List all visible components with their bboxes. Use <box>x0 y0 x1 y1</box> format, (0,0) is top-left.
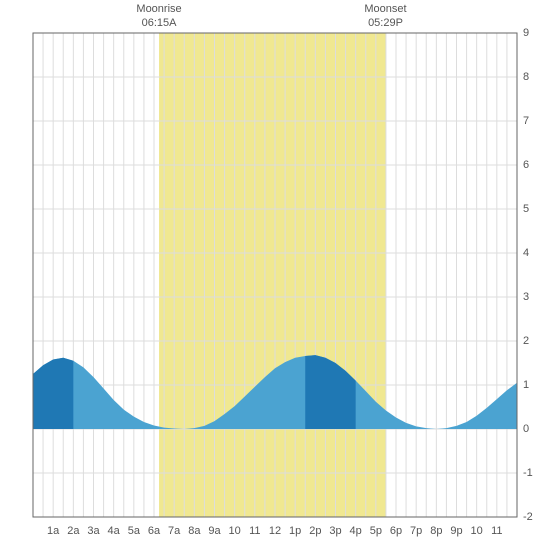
x-tick: 4p <box>350 525 362 537</box>
y-tick: 0 <box>523 423 550 435</box>
x-tick: 1a <box>47 525 59 537</box>
x-tick: 5a <box>128 525 140 537</box>
moonrise-time: 06:15A <box>142 17 177 29</box>
y-tick: -1 <box>523 467 550 479</box>
moonset-label: Moonset 05:29P <box>341 2 431 31</box>
y-tick: -2 <box>523 511 550 523</box>
moonset-time: 05:29P <box>368 17 403 29</box>
tide-chart <box>0 0 550 550</box>
x-tick: 7p <box>410 525 422 537</box>
y-tick: 7 <box>523 115 550 127</box>
y-tick: 5 <box>523 203 550 215</box>
x-tick: 3p <box>329 525 341 537</box>
x-tick: 12 <box>269 525 281 537</box>
moonset-title: Moonset <box>364 3 406 15</box>
y-tick: 4 <box>523 247 550 259</box>
x-tick: 7a <box>168 525 180 537</box>
moonrise-title: Moonrise <box>136 3 181 15</box>
x-tick: 10 <box>229 525 241 537</box>
y-tick: 2 <box>523 335 550 347</box>
x-tick: 1p <box>289 525 301 537</box>
y-tick: 1 <box>523 379 550 391</box>
x-tick: 9p <box>450 525 462 537</box>
x-tick: 10 <box>471 525 483 537</box>
x-tick: 4a <box>108 525 120 537</box>
x-tick: 9a <box>208 525 220 537</box>
y-tick: 9 <box>523 27 550 39</box>
x-tick: 11 <box>491 525 502 537</box>
x-tick: 5p <box>370 525 382 537</box>
y-tick: 8 <box>523 71 550 83</box>
y-tick: 3 <box>523 291 550 303</box>
moonrise-label: Moonrise 06:15A <box>114 2 204 31</box>
x-tick: 3a <box>87 525 99 537</box>
x-tick: 11 <box>249 525 260 537</box>
x-tick: 8a <box>188 525 200 537</box>
x-tick: 6p <box>390 525 402 537</box>
x-tick: 6a <box>148 525 160 537</box>
x-tick: 8p <box>430 525 442 537</box>
x-tick: 2a <box>67 525 79 537</box>
x-tick: 2p <box>309 525 321 537</box>
y-tick: 6 <box>523 159 550 171</box>
